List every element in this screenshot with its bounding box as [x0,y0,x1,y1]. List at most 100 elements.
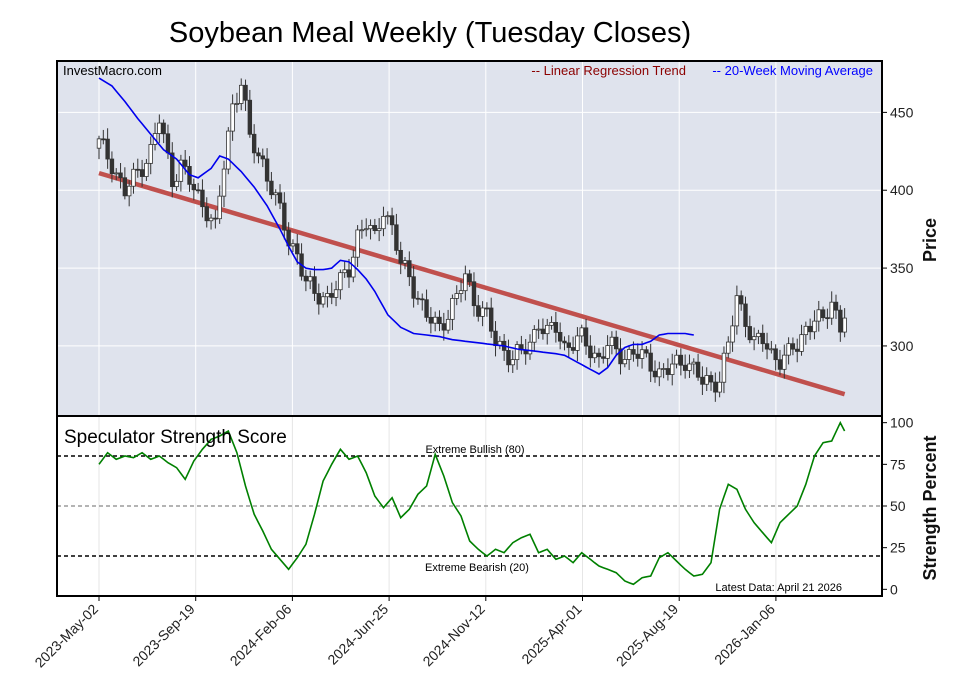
candle-down [553,322,559,333]
candle-up [131,168,136,187]
legend-ma: -- 20-Week Moving Average [712,63,873,78]
candle-up [381,215,386,230]
candle-down [372,225,378,232]
strength-tick-label: 50 [890,498,906,514]
candle-down [191,183,197,191]
x-axis: 2023-May-02 2023-Sep-19 2024-Feb-06 2024-Ju… [31,596,778,670]
candle-up [480,307,485,317]
candle-down [833,301,839,311]
candle-up [432,316,438,324]
x-tick-label: 2023-Sep-19 [129,601,198,670]
candle-down [303,275,309,282]
candle-up [704,375,709,385]
strength-axis-label: Strength Percent [920,435,940,580]
candle-down [665,368,671,375]
candle-up [174,180,179,188]
candle-up [320,296,326,305]
candle-down [407,260,412,278]
price-y-ticks: 300 350 400 450 [882,104,914,354]
candle-up [622,359,628,365]
x-tick-label: 2024-Feb-06 [227,601,295,669]
candle-down [437,316,442,325]
candle-up [221,168,227,197]
candle-up [661,368,666,370]
candle-up [514,344,520,361]
candle-down [678,354,684,366]
candle-up [734,295,740,327]
candle-up [325,293,330,298]
candle-down [493,330,498,347]
candle-down [562,340,567,344]
candle-up [691,361,696,365]
candle-up [333,289,339,298]
candle-down [200,189,205,208]
candle-up [670,363,675,375]
candle-down [471,281,477,307]
candle-down [105,138,110,160]
candle-down [700,376,705,385]
candle-down [269,180,274,196]
chart-title: Soybean Meal Weekly (Tuesday Closes) [169,17,691,49]
latest-data: Latest Data: April 21 2026 [715,582,842,594]
candle-up [657,368,662,378]
x-tick-label: 2025-Apr-01 [518,601,584,667]
candle-down [773,348,778,361]
x-tick-label: 2024-Nov-12 [419,601,488,670]
candle-down [170,152,175,188]
candle-up [799,334,804,352]
candle-down [316,293,322,305]
candle-down [398,249,403,264]
candle-up [290,243,296,247]
candle-down [182,159,188,167]
candle-down [243,84,248,101]
candle-down [394,224,399,251]
candle-down [807,325,813,333]
candle-up [687,363,692,371]
candle-up [148,144,153,164]
candle-down [743,303,748,327]
candle-down [631,349,636,355]
candle-up [342,269,347,274]
candle-down [195,189,201,192]
candle-down [838,309,843,333]
candle-down [161,122,166,135]
candle-up [549,322,554,326]
candle-up [226,130,231,170]
candle-up [605,345,610,359]
candle-down [820,309,826,319]
candle-up [639,349,645,359]
candle-up [751,336,757,341]
candle-up [756,332,761,338]
candle-down [566,342,571,348]
candle-down [346,269,352,278]
candle-down [312,276,317,294]
candle-up [609,336,615,346]
candle-up [463,273,468,292]
candle-down [329,293,334,298]
candle-up [721,352,727,383]
candle-down [760,332,765,345]
extreme-bullish-label: Extreme Bullish (80) [425,444,524,456]
watermark: InvestMacro.com [63,63,162,78]
candle-down [476,305,481,317]
candle-up [359,229,365,232]
strength-tick-label: 25 [890,540,906,556]
candle-down [213,217,218,220]
strength-y-ticks: 0 25 50 75 100 [882,415,914,597]
candle-down [635,353,640,359]
candle-down [644,349,649,354]
price-panel [57,61,882,416]
price-grid [57,61,882,416]
strength-score-line [98,420,846,586]
candle-up [532,329,537,343]
candle-down [256,152,261,157]
candle-down [713,381,718,393]
candle-down [260,155,265,160]
candle-up [96,138,102,149]
candle-down [118,172,123,179]
candle-down [506,350,511,366]
extreme-bearish-label: Extreme Bearish (20) [425,562,529,574]
candle-up [157,122,162,134]
candle-down [764,343,770,350]
candle-down [467,273,472,283]
